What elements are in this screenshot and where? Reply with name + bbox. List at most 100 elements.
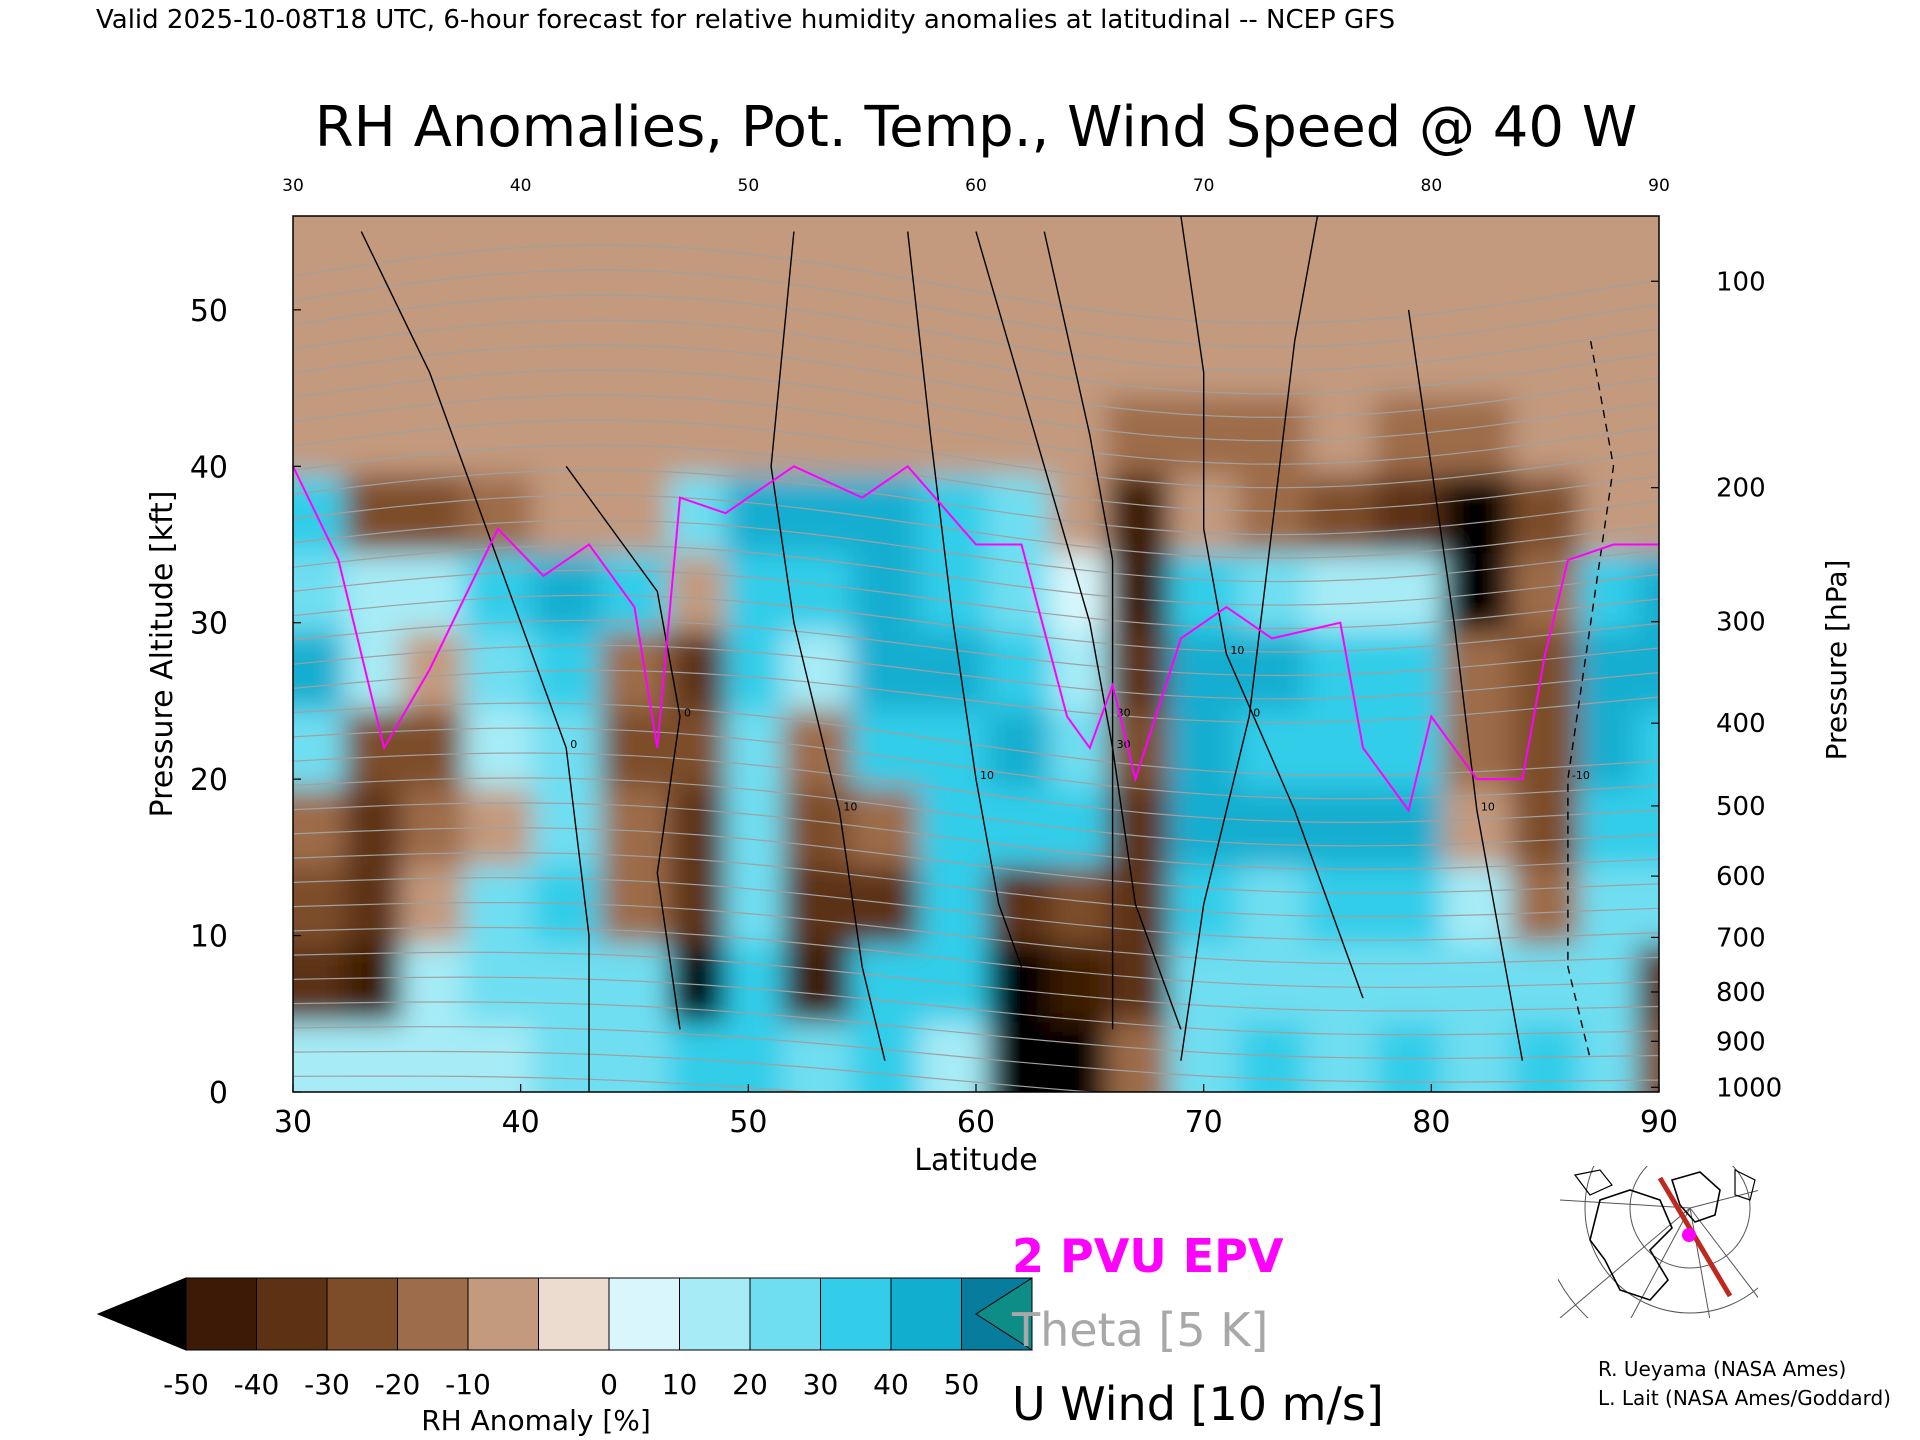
heatmap-cell bbox=[463, 247, 534, 319]
heatmap-cell bbox=[293, 247, 346, 319]
heatmap-cell bbox=[1511, 552, 1581, 632]
heatmap-cell bbox=[1511, 708, 1581, 788]
heatmap-cell bbox=[1306, 865, 1376, 945]
heatmap-cell bbox=[532, 317, 602, 397]
heatmap-cell bbox=[1636, 786, 1659, 867]
colorbar-swatch bbox=[256, 1277, 328, 1351]
theta-contour bbox=[293, 644, 1659, 700]
y-right-tick-label: 900 bbox=[1716, 1027, 1766, 1057]
heatmap-cell bbox=[401, 395, 465, 476]
heatmap-cell bbox=[987, 216, 1051, 249]
heatmap-cell bbox=[1106, 317, 1171, 397]
heatmap-cell bbox=[987, 786, 1051, 867]
heatmap-cell bbox=[919, 552, 989, 632]
colorbar-tick-label: -30 bbox=[304, 1368, 350, 1401]
theta-contour bbox=[293, 877, 1659, 941]
heatmap-cell bbox=[1106, 708, 1171, 788]
y-right-tick-label: 200 bbox=[1716, 474, 1766, 504]
x-axis: 30 40 50 60 70 80 90 bbox=[274, 1084, 1678, 1140]
theta-contour bbox=[293, 394, 1659, 465]
x-axis-label: Latitude bbox=[914, 1143, 1037, 1178]
colorbar-swatch bbox=[397, 1277, 469, 1351]
heatmap-cell bbox=[1579, 474, 1638, 554]
credit-line-2: L. Lait (NASA Ames/Goddard) bbox=[1598, 1386, 1891, 1410]
y-right-tick-label: 700 bbox=[1716, 923, 1766, 953]
legend-theta: Theta [5 K] bbox=[1011, 1303, 1268, 1357]
heatmap-cells bbox=[293, 216, 1659, 1092]
heatmap-cell bbox=[919, 786, 989, 867]
u-wind-contour-label: 10 bbox=[843, 800, 857, 813]
y-tick-label: 10 bbox=[190, 920, 228, 955]
heatmap-cell bbox=[344, 630, 403, 710]
heatmap-cell bbox=[1579, 317, 1638, 397]
heatmap-cell bbox=[668, 865, 727, 945]
colorbar: -50 -40 -30 -20 -10 0 10 20 30 40 50 bbox=[96, 1277, 1033, 1401]
heatmap-cell bbox=[1511, 630, 1581, 710]
heatmap-cell bbox=[1511, 247, 1581, 319]
theta-contour bbox=[293, 1075, 815, 1092]
u-wind-contour-label: 0 bbox=[1253, 707, 1260, 720]
heatmap-cell bbox=[1049, 216, 1108, 249]
heatmap-cell bbox=[1306, 786, 1376, 867]
heatmap-cell bbox=[919, 708, 989, 788]
heatmap-cell bbox=[850, 630, 921, 710]
u-wind-contour bbox=[975, 231, 1182, 1030]
heatmap-cell bbox=[463, 1021, 534, 1092]
x-top-tick-label: 70 bbox=[1193, 176, 1215, 196]
heatmap-cell bbox=[850, 247, 921, 319]
x-tick-label: 60 bbox=[957, 1105, 995, 1140]
heatmap-cell bbox=[1049, 247, 1108, 319]
heatmap-cell bbox=[401, 216, 465, 249]
y-right-tick-label: 1000 bbox=[1716, 1073, 1782, 1103]
theta-contour bbox=[293, 852, 1659, 918]
heatmap-cell bbox=[293, 216, 346, 249]
u-wind-contour bbox=[1180, 216, 1364, 999]
heatmap-cell bbox=[1374, 865, 1444, 945]
theta-contour bbox=[293, 344, 1659, 418]
theta-contour bbox=[293, 976, 1659, 1036]
u-wind-contour-label: 0 bbox=[684, 707, 691, 720]
heatmap-cell bbox=[1049, 395, 1108, 476]
heatmap-cell bbox=[293, 708, 346, 788]
heatmap-cell bbox=[344, 247, 403, 319]
theta-contour bbox=[293, 827, 1659, 894]
heatmap-cell bbox=[1636, 1021, 1659, 1092]
heatmap-cell bbox=[1106, 1021, 1171, 1092]
theta-contour bbox=[293, 544, 1659, 606]
heatmap-cell bbox=[725, 216, 784, 249]
heatmap-cell bbox=[600, 216, 670, 249]
x-top-tick-label: 60 bbox=[965, 176, 987, 196]
colorbar-tick-label: 30 bbox=[803, 1368, 839, 1401]
heatmap-cell bbox=[344, 786, 403, 867]
colorbar-tick-label: -20 bbox=[375, 1368, 421, 1401]
heatmap-cell bbox=[463, 216, 534, 249]
heatmap-cell bbox=[1374, 216, 1444, 249]
heatmap-cell bbox=[1169, 216, 1239, 249]
heatmap-cell bbox=[1636, 317, 1659, 397]
heatmap-cell bbox=[668, 1021, 727, 1092]
heatmap-cell bbox=[1374, 552, 1444, 632]
heatmap-cell bbox=[1169, 786, 1239, 867]
heatmap-cell bbox=[668, 474, 727, 554]
y-right-tick-label: 600 bbox=[1716, 862, 1766, 892]
x-tick-label: 40 bbox=[502, 1105, 540, 1140]
colorbar-tick-label: -40 bbox=[234, 1368, 280, 1401]
heatmap-cell bbox=[1169, 247, 1239, 319]
heatmap-cell bbox=[1237, 247, 1308, 319]
heatmap-cell bbox=[293, 786, 346, 867]
heatmap-cell bbox=[1511, 395, 1581, 476]
theta-contour bbox=[293, 901, 1659, 965]
u-wind-contour bbox=[1043, 231, 1114, 1030]
heatmap-cell bbox=[782, 630, 852, 710]
heatmap-cell bbox=[782, 216, 852, 249]
heatmap-cell bbox=[850, 317, 921, 397]
colorbar-swatch bbox=[467, 1277, 539, 1351]
u-wind-contour bbox=[1407, 309, 1524, 1061]
y-right-tick-label: 400 bbox=[1716, 709, 1766, 739]
u-wind-contour bbox=[1180, 216, 1319, 1061]
heatmap-cell bbox=[1442, 216, 1513, 249]
heatmap-cell bbox=[1511, 317, 1581, 397]
heatmap-cell bbox=[1237, 317, 1308, 397]
heatmap-cell bbox=[1374, 786, 1444, 867]
x-top-tick-label: 80 bbox=[1421, 176, 1443, 196]
